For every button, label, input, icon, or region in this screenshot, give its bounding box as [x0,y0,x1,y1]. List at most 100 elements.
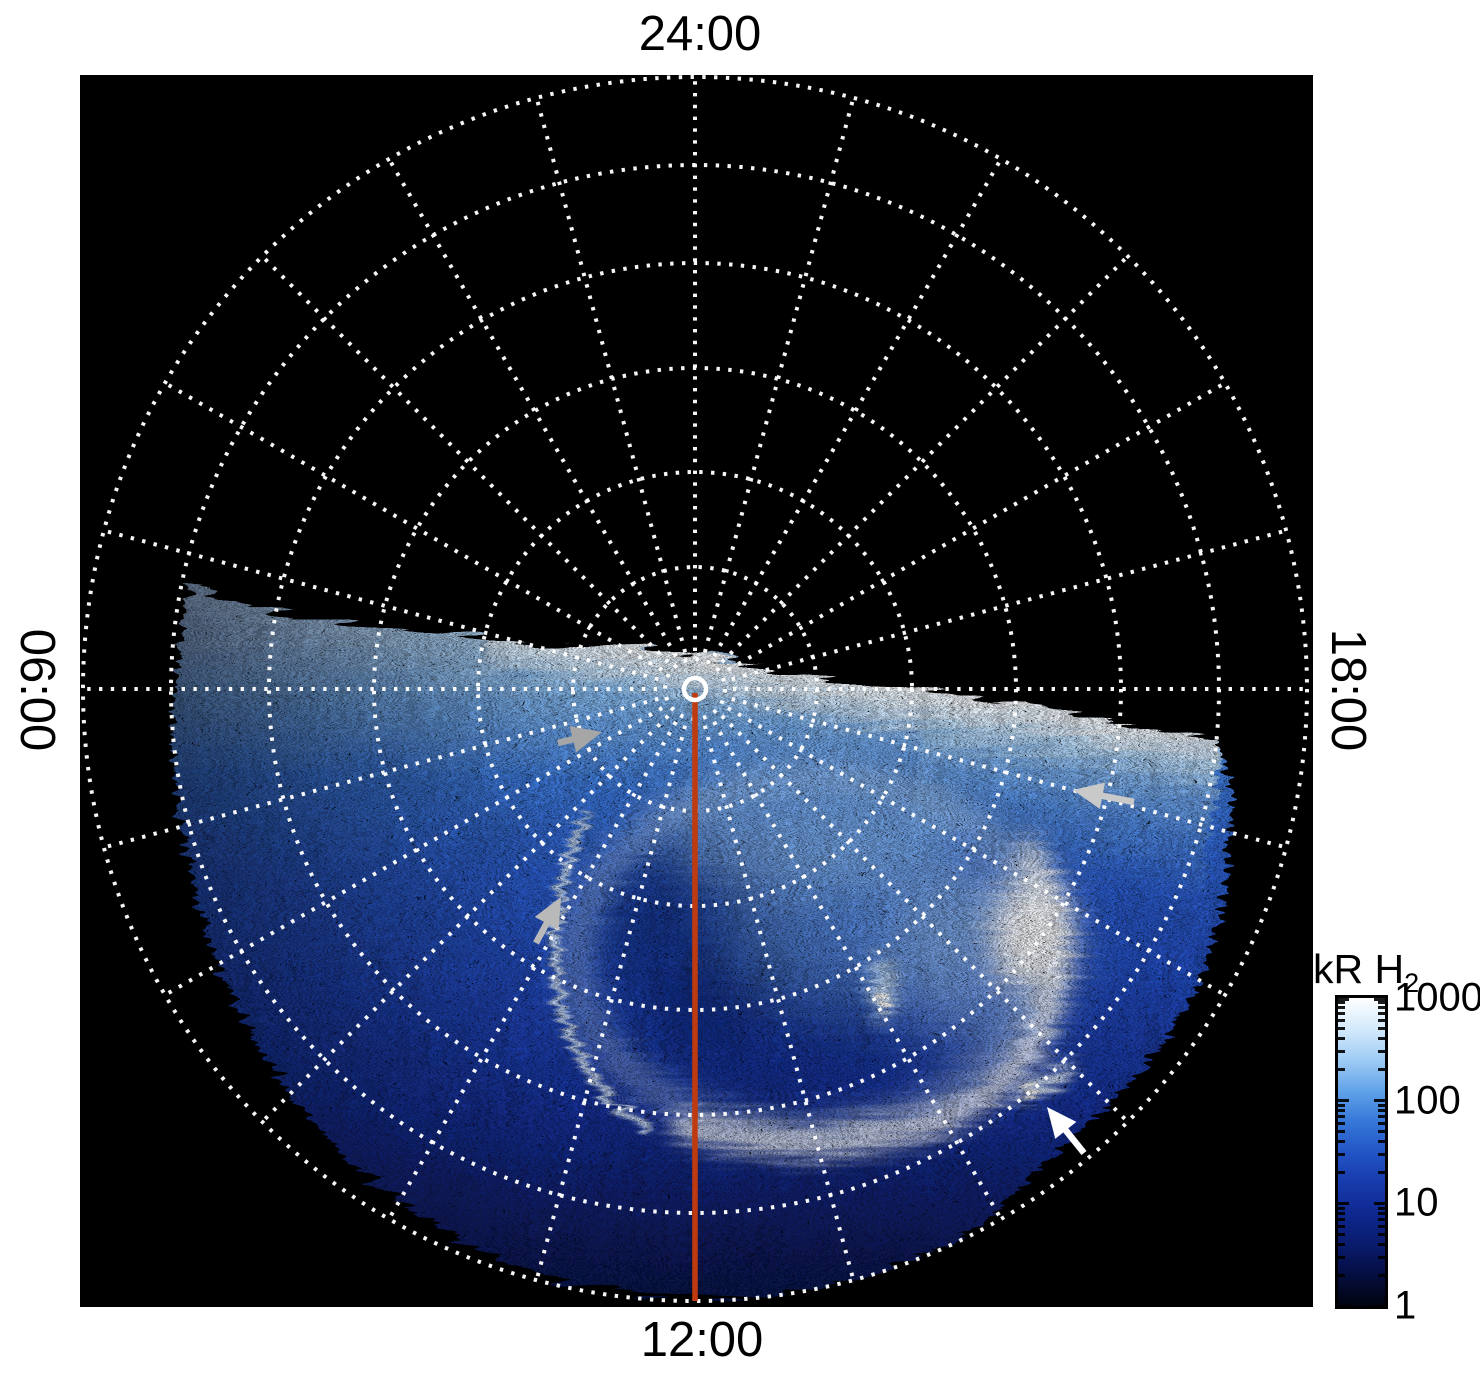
annotation-overlays [533,675,1135,1301]
grid-ring [372,366,1018,1012]
grid-spoke [163,706,664,997]
colorbar-minor-tick [1338,1217,1345,1221]
colorbar-minor-tick [1378,1152,1385,1156]
grid-spoke [260,714,670,1124]
colorbar-minor-tick [1338,1206,1345,1210]
gray-arrow-dawn-arc [534,897,561,930]
grid-spoke [387,720,678,1221]
colorbar-major-tick [1338,998,1349,1001]
colorbar-minor-tick [1338,1001,1345,1005]
polar-plot-area [80,75,1313,1307]
grid-ring [267,261,1123,1117]
grid-spoke [720,714,1130,1124]
colorbar-major-tick [1338,1304,1349,1308]
grid-spoke [702,97,856,653]
colorbar-minor-tick [1338,1103,1345,1107]
colorbar-minor-tick [1338,1273,1345,1277]
grid-ring [81,75,1309,1303]
colorbar-minor-tick [1378,1001,1385,1005]
colorbar-title-text: kR H [1313,946,1405,992]
colorbar-minor-tick [1378,1103,1385,1107]
colorbar-tick-label: 100 [1394,1078,1461,1123]
colorbar-minor-tick [1338,1224,1345,1228]
colorbar-minor-tick [1338,1255,1345,1259]
colorbar-minor-tick [1378,1130,1385,1134]
aurora-polar-image [80,75,1313,1307]
grid-spoke [712,157,1003,658]
colorbar-minor-tick [1378,1211,1385,1215]
colorbar-major-tick [1374,1099,1385,1103]
colorbar-major-tick [1338,1099,1349,1103]
time-label-24: 24:00 [638,7,762,61]
colorbar-major-tick [1374,998,1385,1001]
colorbar-minor-tick [1338,1211,1345,1215]
grid-spoke [163,381,664,672]
colorbar-minor-tick [1338,1242,1345,1246]
colorbar-minor-tick [1338,1115,1345,1119]
colorbar-minor-tick [1378,1027,1385,1031]
grid-ring [663,657,727,721]
time-label-18: 18:00 [1321,628,1375,752]
colorbar-minor-tick [1338,1130,1345,1134]
pole-marker-ring [681,675,709,703]
colorbar [1335,995,1388,1309]
colorbar-minor-tick [1338,1170,1345,1174]
colorbar-minor-tick [1378,1006,1385,1010]
colorbar-minor-tick [1338,1037,1345,1041]
gray-arrow-dawn-arc-tail [533,918,552,945]
grid-spoke [731,696,1287,850]
time-label-12: 12:00 [640,1313,764,1367]
colorbar-minor-tick [1378,1121,1385,1125]
colorbar-minor-tick [1338,1006,1345,1010]
colorbar-tick-label: 1000 [1394,975,1480,1020]
grid-spoke [103,528,659,682]
colorbar-tick-label: 1 [1394,1283,1417,1328]
colorbar-minor-tick [1338,1050,1345,1054]
grid-spoke [260,254,670,664]
colorbar-minor-tick [1378,1255,1385,1259]
colorbar-minor-tick [1378,1217,1385,1221]
colorbar-minor-tick [1338,1068,1345,1072]
colorbar-minor-tick [1378,1140,1385,1144]
colorbar-title: kR H2 [1313,946,1419,999]
colorbar-minor-tick [1378,1170,1385,1174]
colorbar-tick-label: 10 [1394,1180,1439,1225]
colorbar-minor-tick [1378,1019,1385,1023]
colorbar-minor-tick [1378,1109,1385,1113]
white-arrow-detached-streak-tail [1060,1125,1087,1156]
colorbar-minor-tick [1378,1037,1385,1041]
colorbar-minor-tick [1378,1012,1385,1016]
colorbar-minor-tick [1338,1019,1345,1023]
grid-spoke [720,254,1130,664]
grid-spoke [702,725,856,1281]
colorbar-minor-tick [1338,1109,1345,1113]
grid-spoke [731,528,1287,682]
grid-spoke [726,381,1227,672]
grid-spoke [387,157,678,658]
gray-arrow-poleward-band [569,726,602,753]
white-arrow-detached-streak [1047,1107,1077,1139]
grid-spoke [103,696,659,850]
colorbar-minor-tick [1338,1232,1345,1236]
colorbar-title-subscript: 2 [1404,968,1420,999]
grid-spoke [534,725,688,1281]
colorbar-minor-tick [1338,1140,1345,1144]
grid-spoke [712,720,1003,1221]
colorbar-minor-tick [1378,1224,1385,1228]
colorbar-minor-tick [1378,1242,1385,1246]
colorbar-minor-tick [1378,1273,1385,1277]
colorbar-minor-tick [1338,1012,1345,1016]
time-label-06: 06:00 [10,628,64,752]
colorbar-minor-tick [1338,1121,1345,1125]
colorbar-minor-tick [1378,1068,1385,1072]
colorbar-minor-tick [1378,1050,1385,1054]
colorbar-major-tick [1338,1201,1349,1205]
colorbar-minor-tick [1338,1152,1345,1156]
gray-arrow-dusk-band [1073,782,1106,810]
colorbar-minor-tick [1378,1232,1385,1236]
gray-arrow-dusk-band-tail [1097,791,1135,806]
colorbar-minor-tick [1378,1115,1385,1119]
colorbar-minor-tick [1338,1027,1345,1031]
colorbar-minor-tick [1378,1206,1385,1210]
